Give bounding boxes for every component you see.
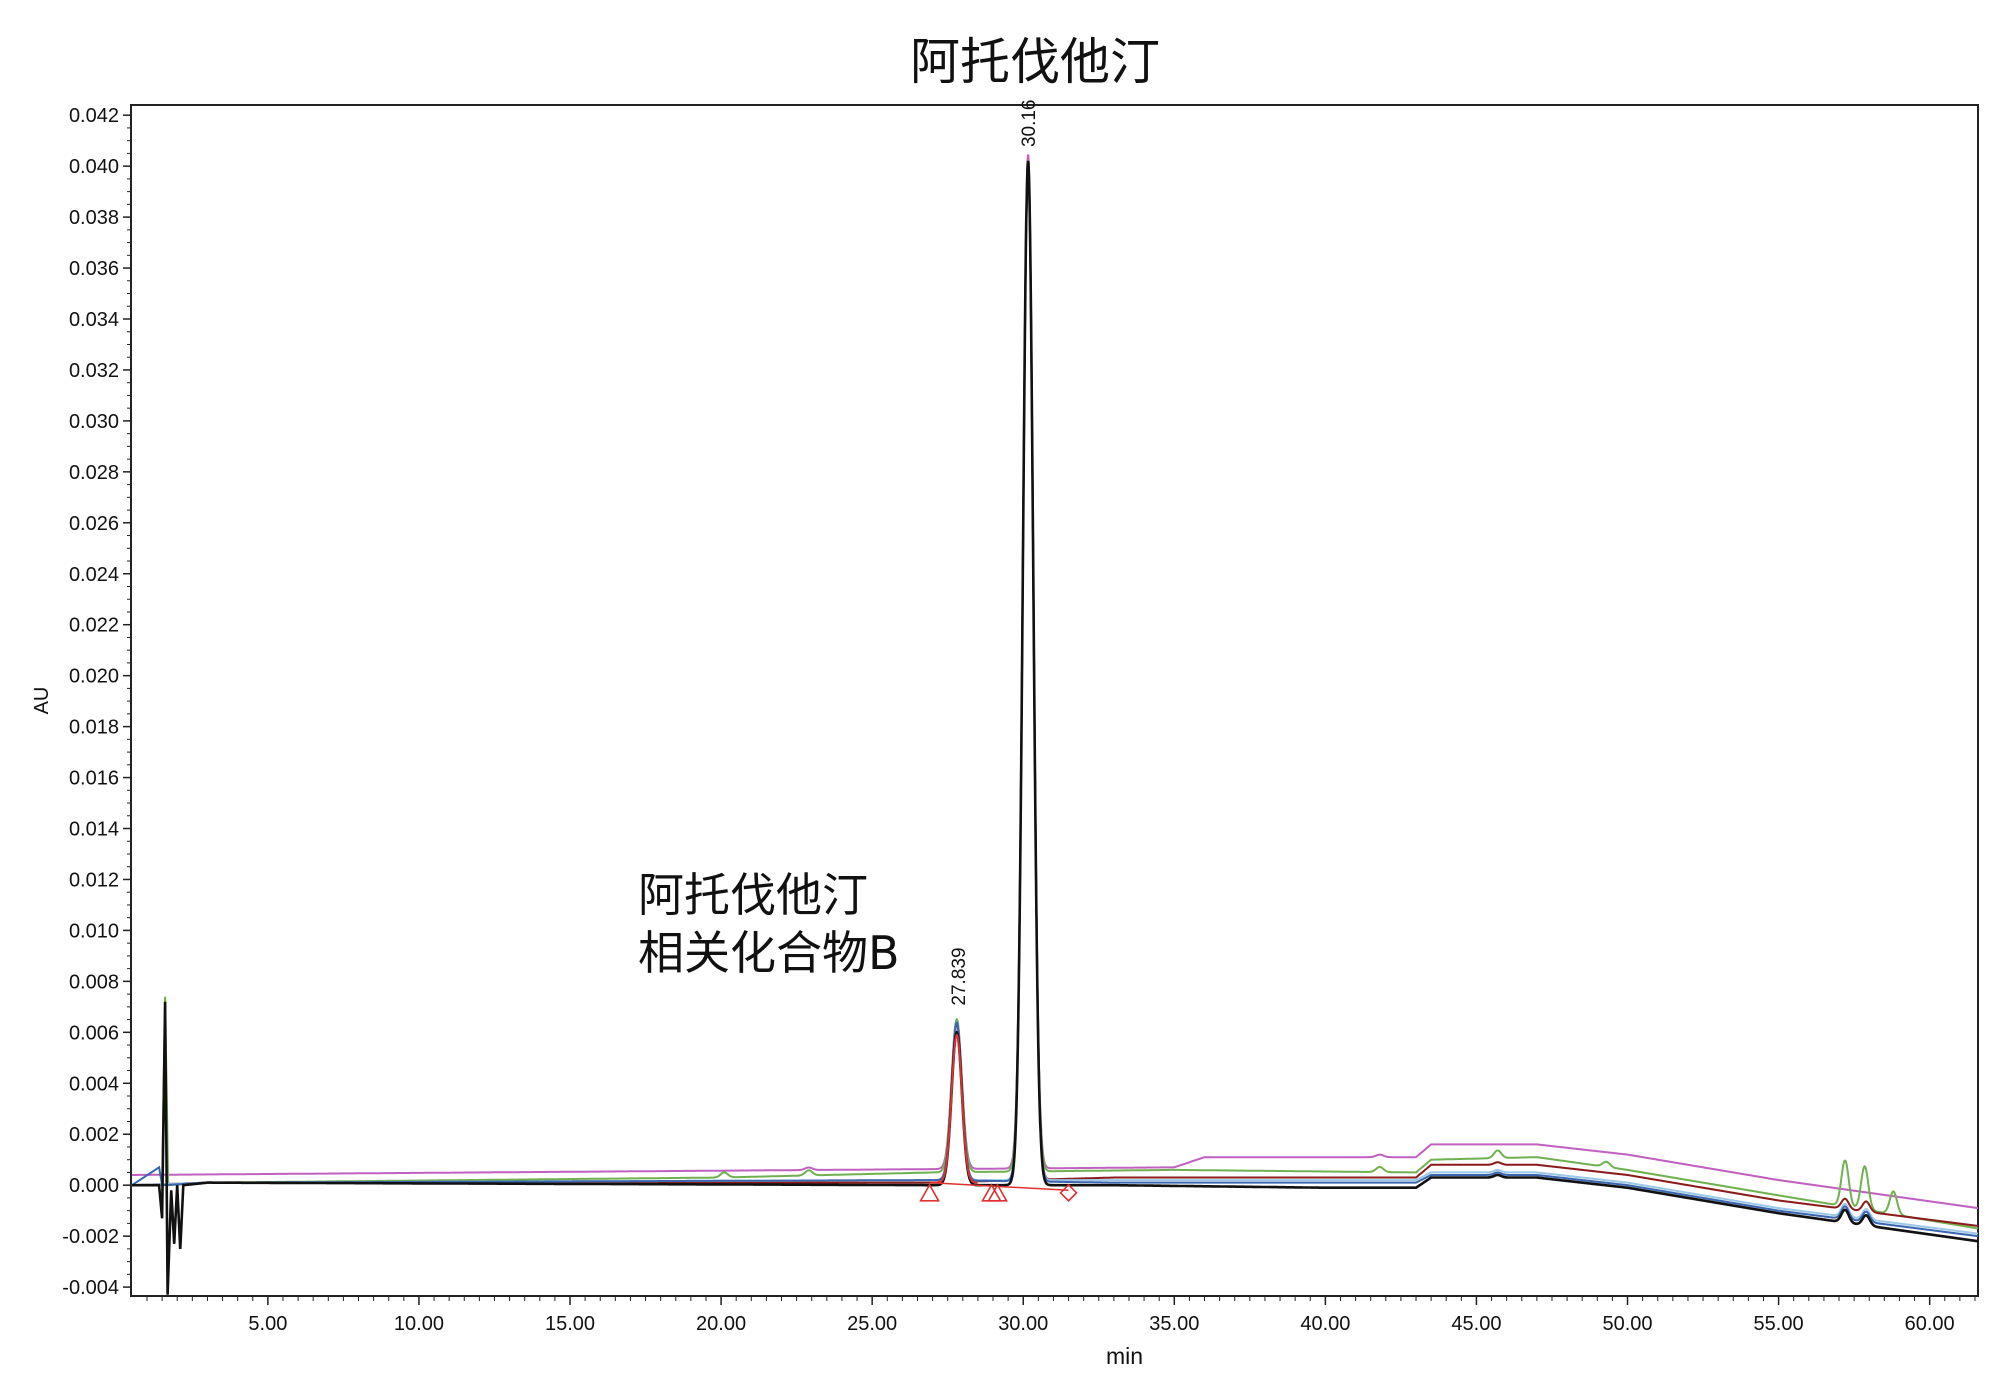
y-tick-label: 0.034 xyxy=(69,309,119,331)
plot-frame xyxy=(130,104,1979,1297)
y-tick-label: 0.042 xyxy=(69,105,119,127)
x-tick-label: 50.00 xyxy=(1602,1313,1652,1335)
chart-title: 阿托伐他汀 xyxy=(910,33,1160,91)
y-tick-label: 0.022 xyxy=(69,615,119,637)
traces xyxy=(131,154,1978,1295)
x-tick-label: 60.00 xyxy=(1905,1313,1955,1335)
x-tick-label: 45.00 xyxy=(1451,1313,1501,1335)
x-tick-label: 30.00 xyxy=(998,1313,1048,1335)
y-tick-label: 0.014 xyxy=(69,819,119,841)
y-axis-label: AU xyxy=(31,687,53,715)
y-tick-label: 0.008 xyxy=(69,971,119,993)
trace-3 xyxy=(131,165,1978,1235)
y-tick-label: 0.024 xyxy=(69,564,119,586)
peak-start-marker xyxy=(981,1183,1002,1202)
trace-1 xyxy=(131,164,1978,1230)
x-tick-label: 5.00 xyxy=(248,1313,287,1335)
x-tick-label: 10.00 xyxy=(394,1313,444,1335)
x-axis-label: min xyxy=(1106,1343,1143,1369)
trace-0 xyxy=(131,154,1978,1210)
y-tick-label: 0.010 xyxy=(69,920,119,942)
y-tick-label: -0.002 xyxy=(62,1226,119,1248)
y-tick-label: 0.036 xyxy=(69,258,119,280)
annotation-line-2: 相关化合物B xyxy=(638,926,900,980)
peak-start-marker xyxy=(987,1183,1008,1202)
y-tick-label: 0.004 xyxy=(69,1073,119,1095)
y-tick-label: 0.006 xyxy=(69,1022,119,1044)
y-tick-label: 0.028 xyxy=(69,462,119,484)
y-tick-label: 0.032 xyxy=(69,360,119,382)
trace-2 xyxy=(131,165,1978,1227)
trace-4 xyxy=(131,162,1978,1238)
y-tick-label: 0.000 xyxy=(69,1175,119,1197)
y-tick-label: -0.004 xyxy=(62,1277,119,1299)
y-tick-label: 0.018 xyxy=(69,717,119,739)
y-tick-label: 0.038 xyxy=(69,207,119,229)
peak-end-marker xyxy=(1059,1183,1078,1202)
y-tick-label: 0.040 xyxy=(69,156,119,178)
y-tick-label: 0.020 xyxy=(69,666,119,688)
x-tick-label: 35.00 xyxy=(1149,1313,1199,1335)
y-tick-label: 0.030 xyxy=(69,411,119,433)
peak-start-marker xyxy=(919,1183,940,1202)
x-tick-label: 25.00 xyxy=(847,1313,897,1335)
y-tick-label: 0.026 xyxy=(69,513,119,535)
x-tick-label: 20.00 xyxy=(696,1313,746,1335)
peak-label: 27.839 xyxy=(949,947,970,1005)
peak-label: 30.16 xyxy=(1019,100,1040,148)
trace-6 xyxy=(929,1033,978,1184)
x-tick-label: 55.00 xyxy=(1754,1313,1804,1335)
x-tick-label: 15.00 xyxy=(545,1313,595,1335)
y-tick-label: 0.016 xyxy=(69,768,119,790)
y-tick-label: 0.012 xyxy=(69,869,119,891)
y-tick-label: 0.002 xyxy=(69,1124,119,1146)
trace-5 xyxy=(131,160,1978,1295)
annotation-line-1: 阿托伐他汀 xyxy=(638,868,868,922)
peak-annotation: 阿托伐他汀 相关化合物B xyxy=(638,866,900,982)
x-tick-label: 40.00 xyxy=(1300,1313,1350,1335)
